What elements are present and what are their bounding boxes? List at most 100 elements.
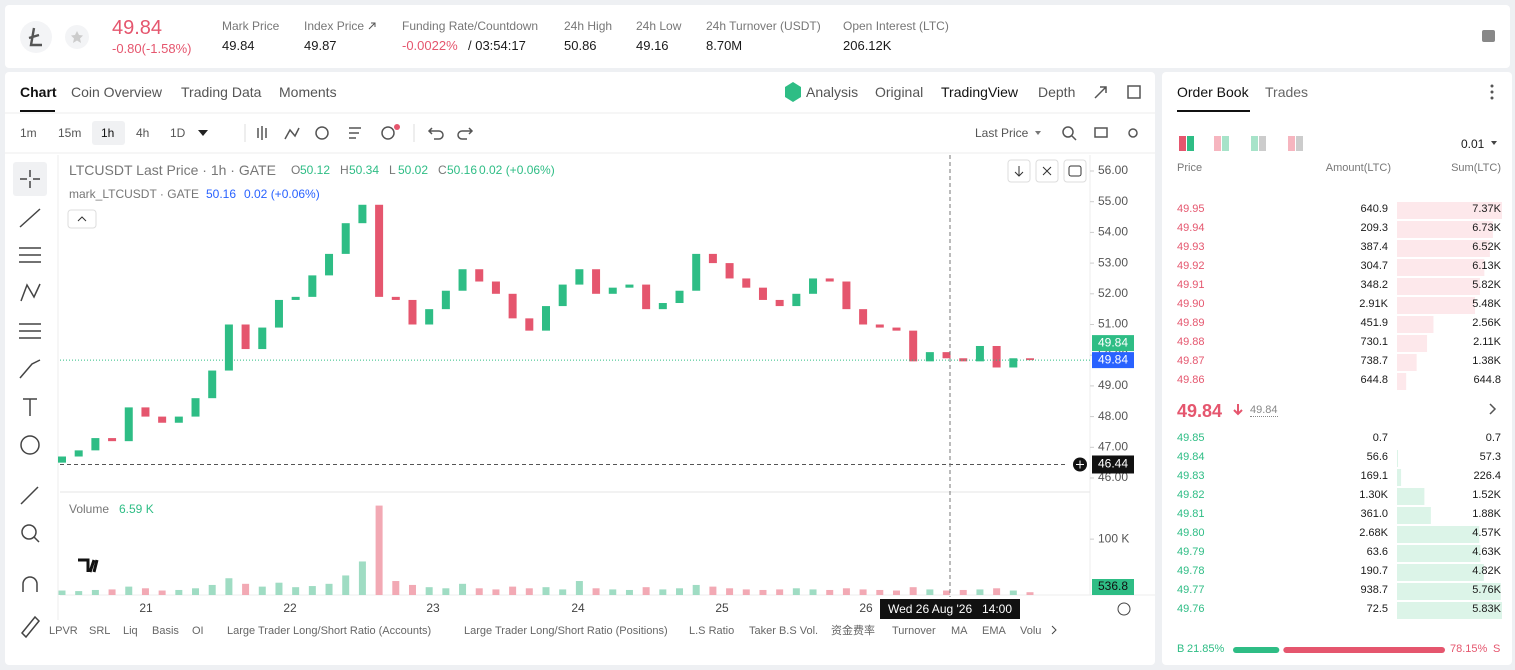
volume-bar — [425, 587, 433, 595]
menu-dot — [1490, 96, 1494, 100]
tv-logo-bg — [72, 550, 108, 582]
ob-tab[interactable]: Trades — [1265, 84, 1309, 100]
collapse-button[interactable] — [1035, 159, 1059, 183]
volume-bar — [809, 589, 817, 595]
indicator[interactable]: EMA — [982, 625, 1006, 637]
ob-price: 49.84 — [1177, 451, 1205, 463]
layout-icons[interactable] — [1179, 136, 1303, 151]
candle — [575, 269, 584, 285]
view-tab[interactable]: Original — [875, 84, 924, 100]
ob-sum: 2.56K — [1472, 317, 1501, 329]
indicator[interactable]: Taker B.S Vol. — [749, 625, 819, 637]
volume-bar — [876, 589, 884, 595]
candle — [942, 352, 951, 359]
volume-bar — [375, 505, 383, 595]
stat-value: 50.86 — [564, 38, 597, 53]
settings-icon[interactable] — [1117, 602, 1131, 616]
volume-bar — [542, 587, 550, 595]
dropdown-icon[interactable] — [1035, 131, 1041, 135]
toolbar-icons[interactable] — [257, 126, 1138, 141]
window-icon[interactable] — [1127, 85, 1141, 99]
interval[interactable]: 4h — [136, 126, 150, 140]
interval[interactable]: 15m — [58, 126, 82, 140]
depth-bar — [1397, 240, 1490, 257]
more-indicators[interactable] — [1051, 625, 1057, 635]
ob-sum: 6.73K — [1472, 222, 1501, 234]
expand-icon[interactable] — [1094, 86, 1107, 99]
arrow-icon — [1014, 166, 1024, 177]
tab[interactable]: Trading Data — [181, 84, 262, 100]
candle — [425, 309, 434, 325]
stat-label: Mark Price — [222, 19, 280, 33]
volume-bar — [692, 584, 700, 595]
ob-sum: 6.52K — [1472, 241, 1501, 253]
volume-bar — [275, 582, 283, 595]
ob-price: 49.87 — [1177, 355, 1205, 367]
tab[interactable]: Moments — [279, 84, 337, 100]
indicator[interactable]: Large Trader Long/Short Ratio (Accounts) — [227, 625, 432, 637]
volume-bar — [242, 583, 250, 595]
candle — [58, 456, 66, 463]
candle — [692, 253, 701, 291]
indicator[interactable]: Turnover — [892, 625, 936, 637]
collapse-icon — [1042, 166, 1052, 176]
ob-tab[interactable]: Order Book — [1177, 84, 1249, 100]
indicator[interactable]: MA — [951, 625, 968, 637]
stat-label: Open Interest (LTC) — [843, 19, 949, 33]
volume-bar — [325, 583, 333, 595]
indicator[interactable]: OI — [192, 625, 204, 637]
scroll-button[interactable] — [1007, 159, 1031, 183]
volume-bar — [993, 588, 1001, 595]
reset-button[interactable] — [1063, 159, 1087, 183]
candle — [491, 281, 500, 294]
indicator[interactable]: SRL — [89, 625, 111, 637]
crosshair-price-bg — [1092, 455, 1134, 474]
drawing-tools[interactable] — [19, 170, 41, 639]
indicator[interactable]: Liq — [123, 625, 138, 637]
indicator[interactable]: LPVR — [49, 625, 78, 637]
volume-value: 6.59 K — [119, 502, 154, 516]
interval[interactable]: 1h — [101, 126, 115, 140]
indicator[interactable]: 资金费率 — [831, 625, 875, 637]
volume-bar — [943, 590, 951, 595]
view-tab[interactable]: Depth — [1038, 84, 1076, 100]
depth-bar — [1397, 450, 1399, 467]
ob-amount: 640.9 — [1360, 203, 1388, 215]
mark-price-tag-bg — [1092, 352, 1134, 369]
interval[interactable]: 1m — [20, 126, 37, 140]
view-tab[interactable]: TradingView — [941, 84, 1019, 100]
view-tab[interactable]: Analysis — [806, 84, 859, 100]
x-tick-label: 21 — [139, 601, 153, 615]
tab[interactable]: Coin Overview — [71, 84, 163, 100]
indicator[interactable]: Basis — [152, 625, 179, 637]
volume-bar — [892, 590, 900, 595]
candle — [258, 327, 267, 350]
tab[interactable]: Chart — [20, 84, 57, 100]
volume-bar — [459, 583, 467, 595]
buy-letter: B — [1177, 643, 1185, 655]
ob-sum: 644.8 — [1473, 374, 1501, 386]
price-source[interactable]: Last Price — [975, 126, 1029, 140]
precision[interactable]: 0.01 — [1461, 137, 1485, 151]
mid-mark: 49.84 — [1250, 404, 1278, 417]
candle — [325, 253, 334, 276]
ob-price: 49.78 — [1177, 565, 1205, 577]
ohlc-key: L — [389, 163, 396, 177]
volume-bar — [592, 588, 600, 595]
book-icon[interactable] — [1482, 30, 1495, 42]
menu-dot[interactable] — [1490, 84, 1494, 88]
chevron[interactable] — [1489, 403, 1497, 415]
volume-bar — [575, 581, 583, 595]
candle — [458, 269, 467, 291]
indicator[interactable]: L.S Ratio — [689, 625, 735, 637]
dropdown-icon[interactable] — [1491, 141, 1497, 145]
dropdown-icon[interactable] — [198, 130, 208, 136]
indicator[interactable]: Volu — [1020, 625, 1042, 637]
candle — [925, 352, 934, 362]
legend-toggle[interactable] — [67, 209, 97, 229]
indicator[interactable]: Large Trader Long/Short Ratio (Positions… — [464, 625, 668, 637]
interval[interactable]: 1D — [170, 126, 186, 140]
candle — [91, 438, 100, 451]
volume-bar — [642, 587, 650, 595]
